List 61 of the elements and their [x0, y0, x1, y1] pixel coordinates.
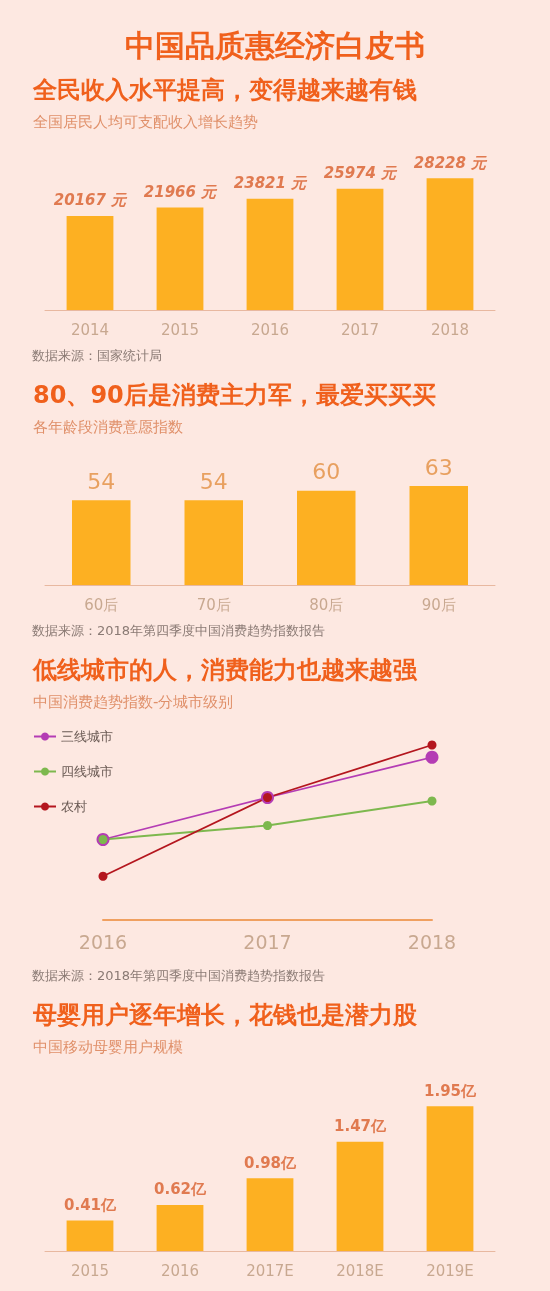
x-tick-label: 90后 [421, 595, 456, 614]
point [98, 871, 108, 881]
bar [336, 1141, 384, 1251]
bar [426, 178, 474, 310]
data-label: 1.95亿 [423, 1081, 477, 1100]
chart-subtitle: 各年龄段消费意愿指数 [33, 417, 183, 436]
x-tick-label: 2018E [336, 1261, 384, 1280]
x-tick-label: 2017E [246, 1261, 294, 1280]
bar [336, 188, 384, 310]
data-label: 0.98亿 [243, 1153, 297, 1172]
legend-label: 农村 [61, 799, 87, 814]
bar [66, 215, 114, 310]
bar [66, 1220, 114, 1251]
point [427, 796, 437, 806]
chart-title: 低线城市的人，消费能力也越来越强 [32, 656, 418, 684]
x-tick-label: 2018 [430, 320, 470, 339]
data-label: 63 [424, 454, 453, 480]
bar [426, 1106, 474, 1251]
source-note: 数据来源：2018年第四季度中国消费趋势指数报告 [32, 968, 326, 983]
point [425, 750, 439, 764]
x-tick-label: 2016 [250, 320, 290, 339]
bar [156, 1204, 204, 1251]
data-label: 0.41亿 [63, 1196, 117, 1215]
source-note: 数据来源：国家统计局 [32, 348, 162, 363]
legend-label: 四线城市 [61, 764, 113, 779]
legend-label: 三线城市 [61, 729, 113, 744]
source-note: 数据来源：2018年第四季度中国消费趋势指数报告 [32, 623, 326, 638]
point [263, 821, 272, 830]
data-label: 28228 元 [413, 153, 489, 172]
x-tick-label: 2015 [70, 1261, 110, 1280]
x-tick-label: 2018 [407, 930, 457, 953]
bar [156, 207, 204, 310]
x-tick-label: 2017 [243, 930, 292, 953]
x-tick-label: 2015 [160, 320, 200, 339]
x-tick-label: 2016 [160, 1261, 200, 1280]
data-label: 1.47亿 [333, 1117, 387, 1136]
x-tick-label: 70后 [196, 595, 231, 614]
data-label: 23821 元 [233, 174, 309, 193]
data-label: 25974 元 [323, 164, 399, 183]
data-label: 54 [199, 468, 228, 494]
x-tick-label: 2016 [78, 930, 128, 953]
data-label: 20167 元 [53, 191, 129, 210]
chart-subtitle: 全国居民人均可支配收入增长趋势 [33, 112, 258, 131]
data-label: 21966 元 [143, 182, 219, 201]
text: 中国品质惠经济白皮书 [125, 27, 425, 63]
x-tick-label: 80后 [309, 595, 344, 614]
x-tick-label: 2019E [426, 1261, 474, 1280]
chart-title: 全民收入水平提高，变得越来越有钱 [32, 76, 417, 104]
data-label: 0.62亿 [153, 1180, 207, 1199]
chart-subtitle: 中国移动母婴用户规模 [33, 1037, 183, 1056]
point [427, 740, 437, 750]
data-label: 60 [312, 459, 341, 485]
bar [246, 198, 294, 310]
data-label: 54 [87, 468, 116, 494]
x-tick-label: 2017 [340, 320, 380, 339]
x-tick-label: 60后 [84, 595, 119, 614]
chart-title: 80、90后是消费主力军，最爱买买买 [33, 381, 436, 409]
chart-subtitle: 中国消费趋势指数-分城市级别 [33, 692, 234, 711]
x-tick-label: 2014 [70, 320, 110, 339]
bar [246, 1178, 294, 1251]
chart-title: 母婴用户逐年增长，花钱也是潜力股 [32, 1001, 418, 1029]
